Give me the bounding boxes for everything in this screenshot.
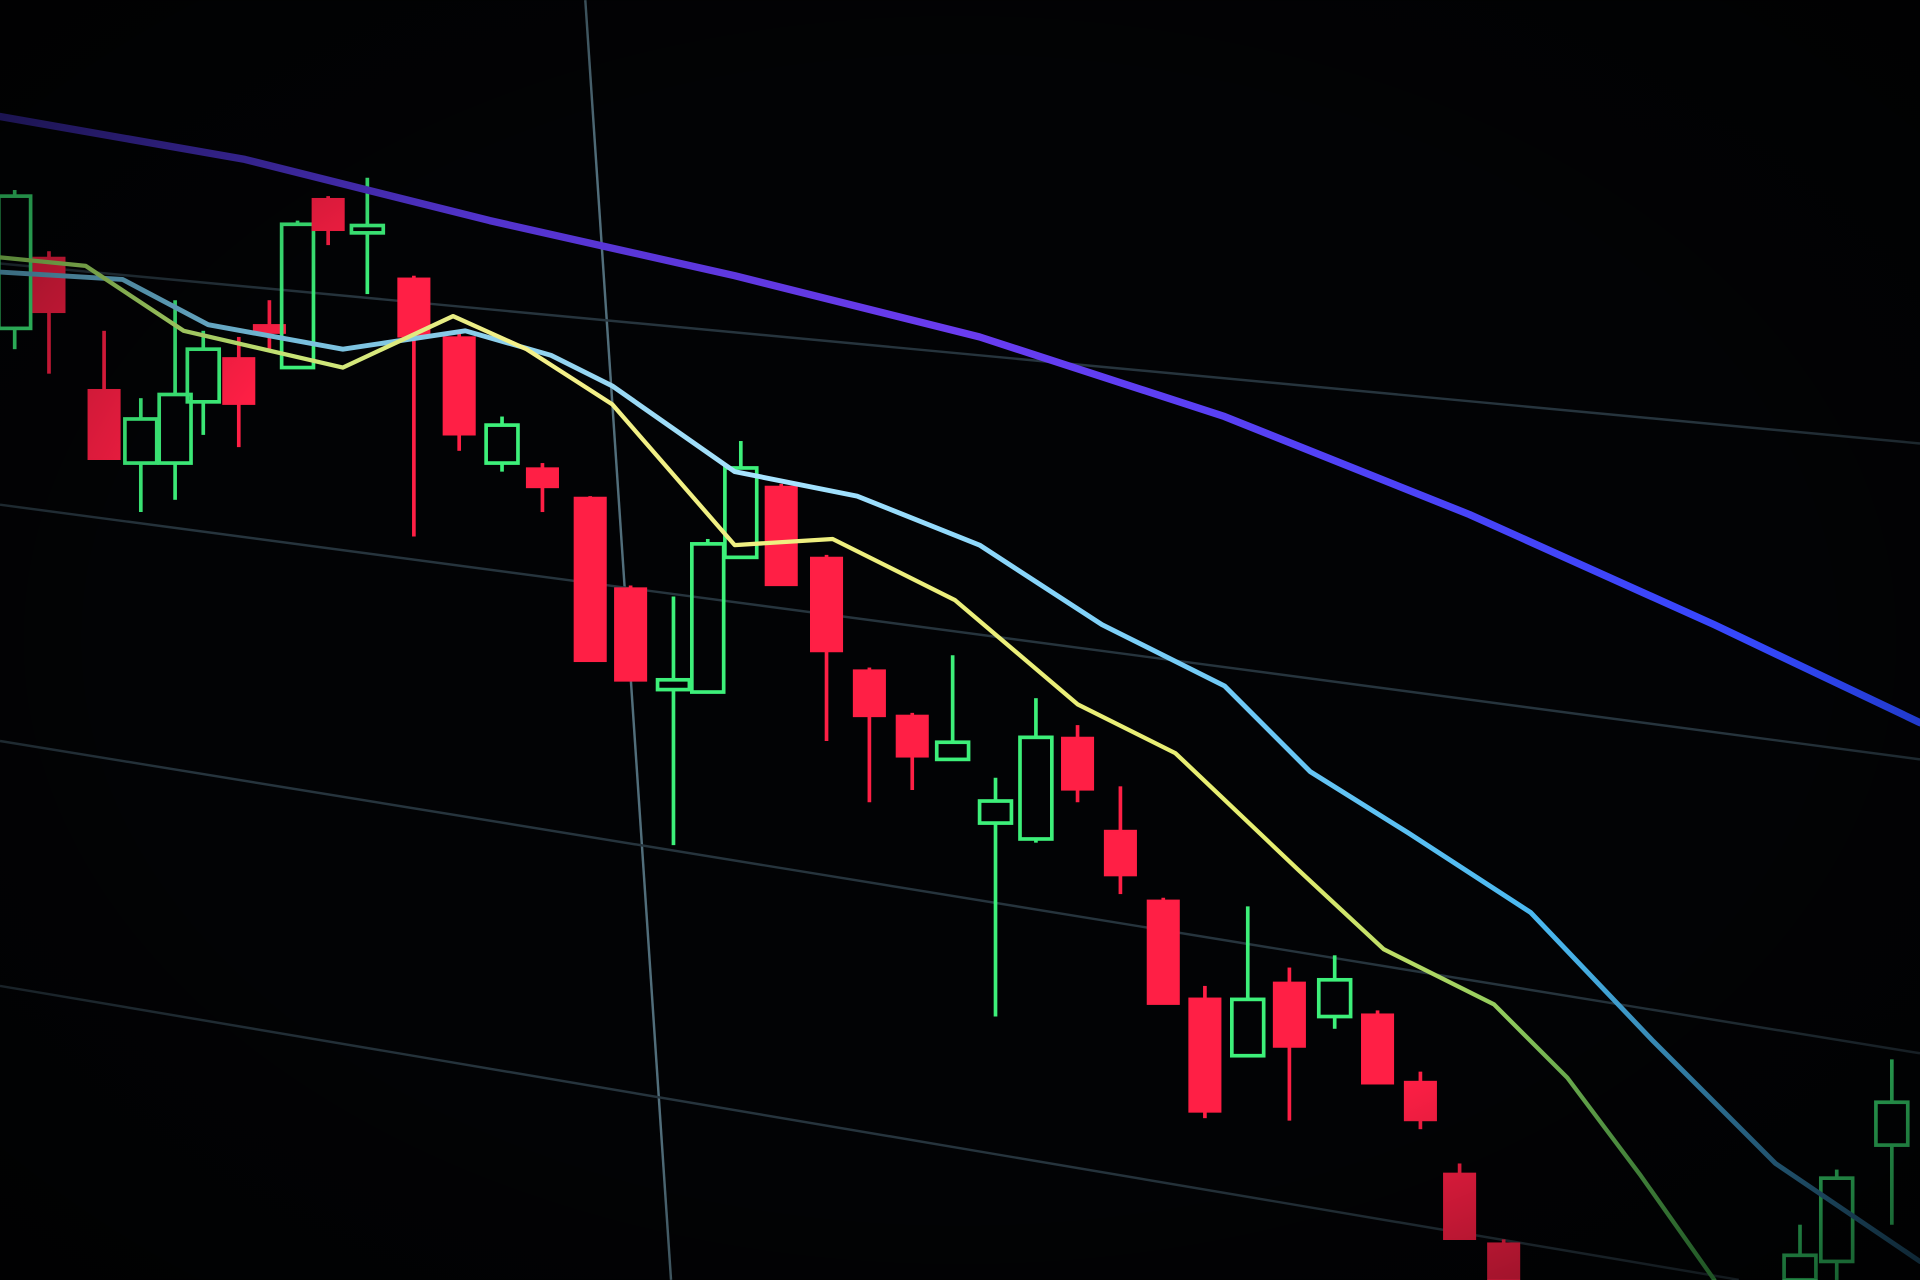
page: {} <box>0 0 1920 1280</box>
chart-photo <box>0 0 1920 1280</box>
vignette <box>0 0 1920 1280</box>
